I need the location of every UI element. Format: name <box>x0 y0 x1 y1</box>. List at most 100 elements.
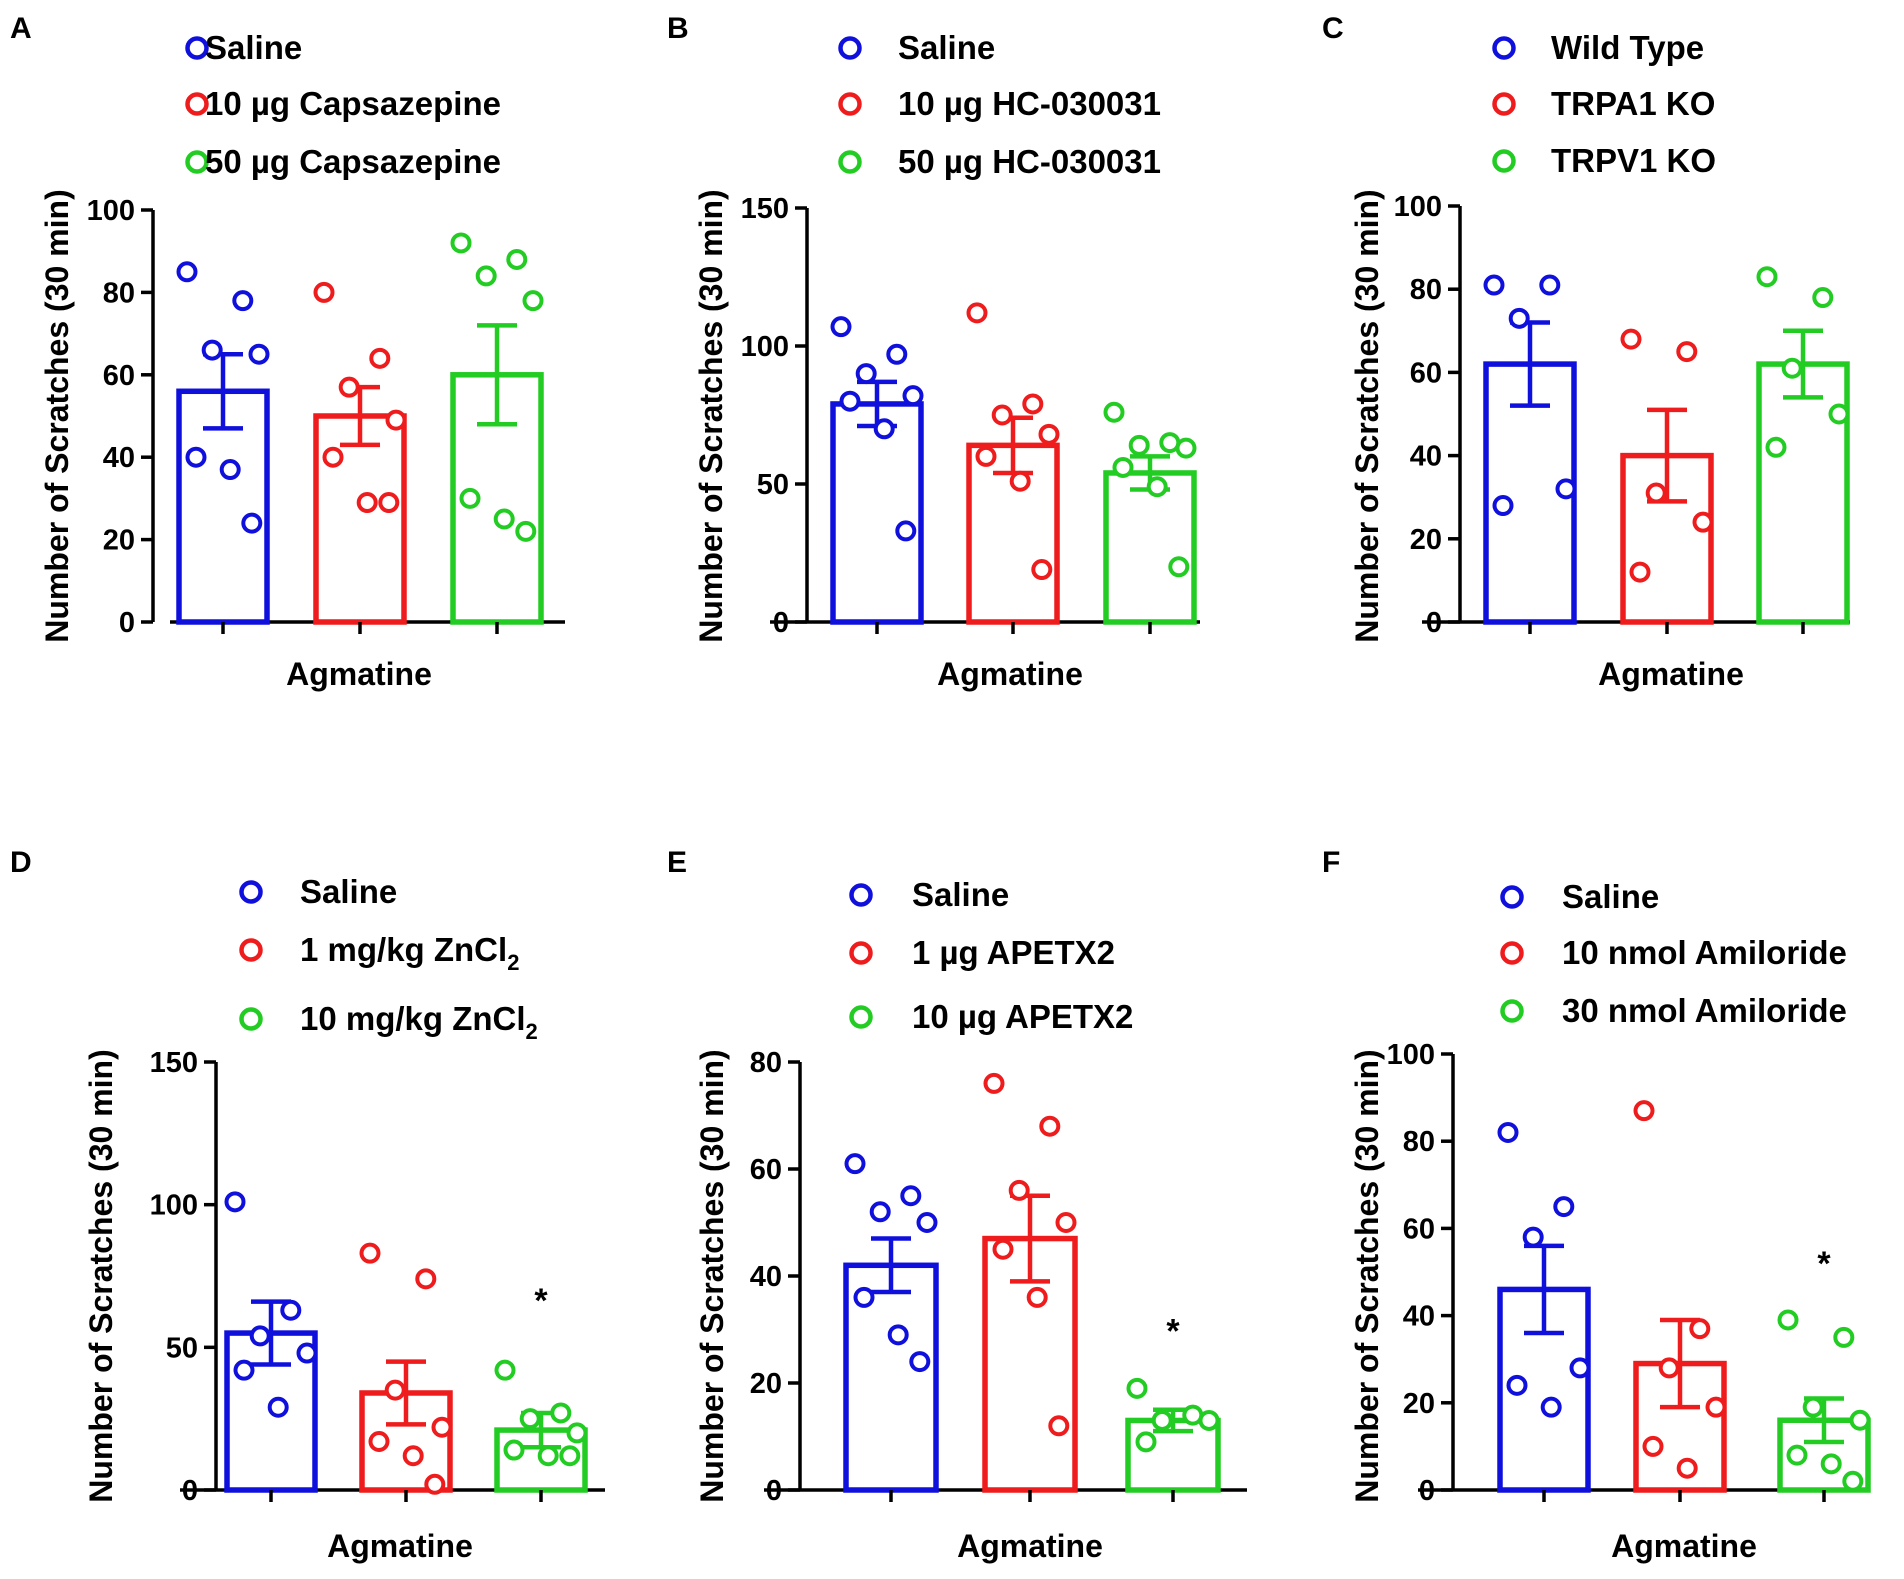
data-point <box>886 343 908 365</box>
data-point <box>855 363 877 385</box>
data-point <box>1633 1100 1655 1122</box>
y-tick-label: 60 <box>103 360 135 392</box>
data-point <box>1168 556 1190 578</box>
data-point <box>519 1408 541 1430</box>
legend-label: 10 µg Capsazepine <box>205 85 501 122</box>
data-point <box>1620 328 1642 350</box>
y-tick-label: 0 <box>1426 607 1442 639</box>
data-point <box>450 232 472 254</box>
data-point <box>1786 1444 1808 1466</box>
data-point <box>916 1212 938 1233</box>
data-point <box>1008 1179 1030 1201</box>
legend-label: 10 µg APETX2 <box>912 998 1133 1035</box>
data-point <box>1689 1318 1711 1340</box>
data-point <box>1038 423 1060 445</box>
data-point <box>1055 1212 1077 1233</box>
y-tick-label: 20 <box>103 525 135 557</box>
data-point <box>1812 287 1834 309</box>
data-point <box>983 1072 1005 1094</box>
legend-marker <box>1492 92 1516 116</box>
data-point <box>853 1286 875 1308</box>
legend-label: Wild Type <box>1551 29 1704 66</box>
legend-label: 10 nmol Amiloride <box>1562 934 1847 971</box>
data-point <box>313 281 335 303</box>
data-point <box>201 339 223 361</box>
data-point <box>506 248 528 270</box>
y-tick-label: 80 <box>750 1047 782 1079</box>
y-tick-label: 60 <box>750 1154 782 1186</box>
panel-letter: F <box>1322 846 1340 879</box>
data-point <box>1126 1377 1148 1399</box>
data-point <box>895 520 917 542</box>
data-point <box>233 1359 255 1381</box>
data-point <box>1483 274 1505 296</box>
y-tick-label: 60 <box>1410 357 1442 389</box>
y-tick-label: 20 <box>1403 1388 1435 1420</box>
y-tick-label: 0 <box>119 607 135 639</box>
legend-marker <box>838 36 862 60</box>
panel-letter: E <box>667 846 687 879</box>
data-point <box>966 302 988 324</box>
data-point <box>359 1242 381 1264</box>
data-point <box>1508 307 1530 329</box>
data-point <box>1031 559 1053 581</box>
data-point <box>356 492 378 514</box>
y-tick-label: 40 <box>103 442 135 474</box>
data-point <box>1112 456 1134 478</box>
y-tick-label: 20 <box>750 1368 782 1400</box>
data-point <box>1553 1196 1575 1218</box>
y-tick-label: 80 <box>103 277 135 309</box>
data-point <box>1128 434 1150 456</box>
legend-marker <box>185 150 209 174</box>
data-point <box>176 261 198 283</box>
panel-letter: B <box>667 12 689 45</box>
data-point <box>839 390 861 412</box>
significance-marker: * <box>1817 1245 1831 1283</box>
legend-label: 10 µg HC-030031 <box>898 85 1161 122</box>
panel-f: F Saline 10 nmol Amiloride 30 nmol Amilorid… <box>1322 846 1871 1564</box>
legend-marker <box>185 36 209 60</box>
panel-e: E Saline 1 µg APETX2 10 µg APETX2 0 20 40 60 80 N… <box>667 846 1247 1564</box>
legend-label: 10 mg/kg ZnCl2 <box>300 1000 538 1044</box>
x-axis-label: Agmatine <box>957 1528 1103 1564</box>
data-point <box>537 1445 559 1467</box>
data-point <box>1842 1470 1864 1492</box>
data-point <box>1820 1453 1842 1475</box>
y-tick-label: 100 <box>1394 191 1442 223</box>
data-point <box>1048 1415 1070 1437</box>
panel-d: D Saline 1 mg/kg ZnCl2 10 mg/kg ZnCl2 0 50 100… <box>10 846 605 1564</box>
y-tick-label: 0 <box>1419 1475 1435 1507</box>
legend-marker <box>239 1007 263 1031</box>
legend-marker <box>1500 999 1524 1023</box>
y-tick-label: 100 <box>741 331 789 363</box>
y-tick-label: 40 <box>750 1261 782 1293</box>
data-point <box>1849 1409 1871 1431</box>
y-tick-label: 150 <box>741 193 789 225</box>
x-axis-label: Agmatine <box>286 656 432 692</box>
y-tick-label: 50 <box>757 469 789 501</box>
data-point <box>1828 403 1850 425</box>
y-tick-label: 40 <box>1410 441 1442 473</box>
data-point <box>1658 1357 1680 1379</box>
y-tick-label: 80 <box>1410 274 1442 306</box>
data-point <box>385 409 407 431</box>
x-axis-label: Agmatine <box>1598 656 1744 692</box>
data-point <box>1506 1374 1528 1396</box>
significance-marker: * <box>1166 1312 1180 1350</box>
y-axis-label: Number of Scratches (30 min) <box>1349 1049 1385 1502</box>
data-point <box>1802 1396 1824 1418</box>
x-axis-label: Agmatine <box>327 1528 473 1564</box>
data-point <box>475 265 497 287</box>
data-point <box>249 1325 271 1347</box>
data-point <box>1781 357 1803 379</box>
data-point <box>1777 1309 1799 1331</box>
panel-c: C Wild Type TRPA1 KO TRPV1 KO 0 20 40 60 80 100 Nu… <box>1322 12 1850 692</box>
bar <box>1756 361 1850 625</box>
data-point <box>503 1439 525 1461</box>
data-point <box>900 1185 922 1207</box>
legend-marker <box>1492 36 1516 60</box>
legend-marker <box>1500 941 1524 965</box>
data-point <box>296 1342 318 1364</box>
data-point <box>1198 1409 1220 1431</box>
data-point <box>1022 393 1044 415</box>
